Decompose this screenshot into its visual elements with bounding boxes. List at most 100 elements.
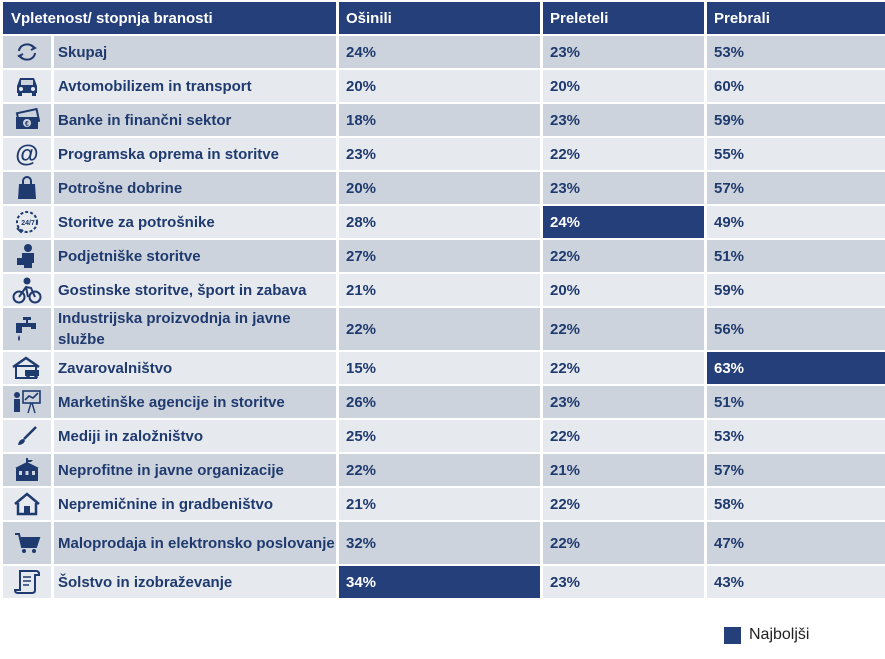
cell-prebrali: 55% — [707, 138, 885, 170]
presentation-icon — [3, 386, 51, 418]
cell-osinili: 22% — [339, 454, 540, 486]
businessman-icon — [3, 240, 51, 272]
shopping-cart-icon — [3, 522, 51, 564]
public-building-icon — [3, 454, 51, 486]
cell-osinili: 25% — [339, 420, 540, 452]
cell-prebrali: 60% — [707, 70, 885, 102]
header-prebrali: Prebrali — [707, 2, 885, 34]
cell-prebrali: 49% — [707, 206, 885, 238]
row-label: Potrošne dobrine — [54, 172, 336, 204]
table-row: Skupaj 24% 23% 53% — [3, 36, 885, 68]
cell-prebrali: 53% — [707, 420, 885, 452]
cell-osinili: 26% — [339, 386, 540, 418]
cell-preleteli: 21% — [543, 454, 704, 486]
table-row: Potrošne dobrine 20% 23% 57% — [3, 172, 885, 204]
faucet-icon — [3, 308, 51, 350]
cell-prebrali: 58% — [707, 488, 885, 520]
house-car-icon — [3, 352, 51, 384]
at-sign-icon: @ — [3, 138, 51, 170]
row-label: Avtomobilizem in transport — [54, 70, 336, 102]
cell-osinili: 15% — [339, 352, 540, 384]
cell-prebrali: 47% — [707, 522, 885, 564]
row-label: Banke in finančni sektor — [54, 104, 336, 136]
table-row: Podjetniške storitve 27% 22% 51% — [3, 240, 885, 272]
legend: Najboljši — [724, 625, 809, 645]
cell-preleteli: 23% — [543, 386, 704, 418]
cell-osinili: 28% — [339, 206, 540, 238]
row-label: Industrijska proizvodnja in javne službe — [54, 308, 336, 350]
cell-preleteli: 22% — [543, 522, 704, 564]
table-row: Industrijska proizvodnja in javne službe… — [3, 308, 885, 350]
cell-preleteli: 22% — [543, 420, 704, 452]
table-row: Mediji in založništvo 25% 22% 53% — [3, 420, 885, 452]
cell-prebrali: 57% — [707, 172, 885, 204]
table-row: Avtomobilizem in transport 20% 20% 60% — [3, 70, 885, 102]
legend-swatch — [724, 626, 741, 644]
row-label: Zavarovalništvo — [54, 352, 336, 384]
cell-preleteli: 20% — [543, 274, 704, 306]
cell-osinili: 22% — [339, 308, 540, 350]
row-label: Podjetniške storitve — [54, 240, 336, 272]
cell-prebrali: 56% — [707, 308, 885, 350]
header-osinili: Ošinili — [339, 2, 540, 34]
table-row: Zavarovalništvo 15% 22% 63% — [3, 352, 885, 384]
cell-osinili: 24% — [339, 36, 540, 68]
cell-osinili: 23% — [339, 138, 540, 170]
row-label: Mediji in založništvo — [54, 420, 336, 452]
cell-preleteli: 22% — [543, 308, 704, 350]
cell-prebrali: 51% — [707, 240, 885, 272]
row-label: Storitve za potrošnike — [54, 206, 336, 238]
table-row: € Banke in finančni sektor 18% 23% 59% — [3, 104, 885, 136]
cell-osinili: 21% — [339, 488, 540, 520]
cell-osinili: 27% — [339, 240, 540, 272]
row-label: Šolstvo in izobraževanje — [54, 566, 336, 598]
brush-icon — [3, 420, 51, 452]
cell-prebrali: 63% — [707, 352, 885, 384]
svg-text:24/7: 24/7 — [21, 220, 35, 227]
refresh-icon — [3, 36, 51, 68]
cell-preleteli: 23% — [543, 104, 704, 136]
table-row: 24/7 Storitve za potrošnike 28% 24% 49% — [3, 206, 885, 238]
phone-24-7-icon: 24/7 — [3, 206, 51, 238]
cell-preleteli: 22% — [543, 240, 704, 272]
cell-preleteli: 23% — [543, 36, 704, 68]
cell-osinili: 20% — [339, 70, 540, 102]
table-row: Šolstvo in izobraževanje 34% 23% 43% — [3, 566, 885, 598]
house-icon — [3, 488, 51, 520]
row-label: Skupaj — [54, 36, 336, 68]
shopping-bag-icon — [3, 172, 51, 204]
header-preleteli: Preleteli — [543, 2, 704, 34]
cell-preleteli: 20% — [543, 70, 704, 102]
cell-osinili: 32% — [339, 522, 540, 564]
cell-osinili: 20% — [339, 172, 540, 204]
cell-preleteli: 23% — [543, 566, 704, 598]
header-row: Vpletenost/ stopnja branosti Ošinili Pre… — [3, 2, 885, 34]
cell-preleteli: 22% — [543, 138, 704, 170]
cell-osinili: 18% — [339, 104, 540, 136]
cell-preleteli: 24% — [543, 206, 704, 238]
cell-prebrali: 57% — [707, 454, 885, 486]
car-icon — [3, 70, 51, 102]
table-row: @ Programska oprema in storitve 23% 22% 55% — [3, 138, 885, 170]
table-row: Marketinške agencije in storitve 26% 23% 51… — [3, 386, 885, 418]
scroll-icon — [3, 566, 51, 598]
cell-preleteli: 23% — [543, 172, 704, 204]
money-icon: € — [3, 104, 51, 136]
cell-osinili: 21% — [339, 274, 540, 306]
cell-prebrali: 43% — [707, 566, 885, 598]
legend-label: Najboljši — [749, 626, 810, 643]
table-row: Nepremičnine in gradbeništvo 21% 22% 58% — [3, 488, 885, 520]
readership-table: Vpletenost/ stopnja branosti Ošinili Pre… — [3, 2, 885, 598]
cell-prebrali: 59% — [707, 274, 885, 306]
row-label: Programska oprema in storitve — [54, 138, 336, 170]
header-category: Vpletenost/ stopnja branosti — [3, 2, 336, 34]
row-label: Gostinske storitve, šport in zabava — [54, 274, 336, 306]
row-label: Neprofitne in javne organizacije — [54, 454, 336, 486]
row-label: Marketinške agencije in storitve — [54, 386, 336, 418]
row-label: Nepremičnine in gradbeništvo — [54, 488, 336, 520]
cell-prebrali: 51% — [707, 386, 885, 418]
table-row: Gostinske storitve, šport in zabava 21% 20… — [3, 274, 885, 306]
svg-text:€: € — [25, 121, 29, 128]
cell-osinili: 34% — [339, 566, 540, 598]
cell-preleteli: 22% — [543, 488, 704, 520]
